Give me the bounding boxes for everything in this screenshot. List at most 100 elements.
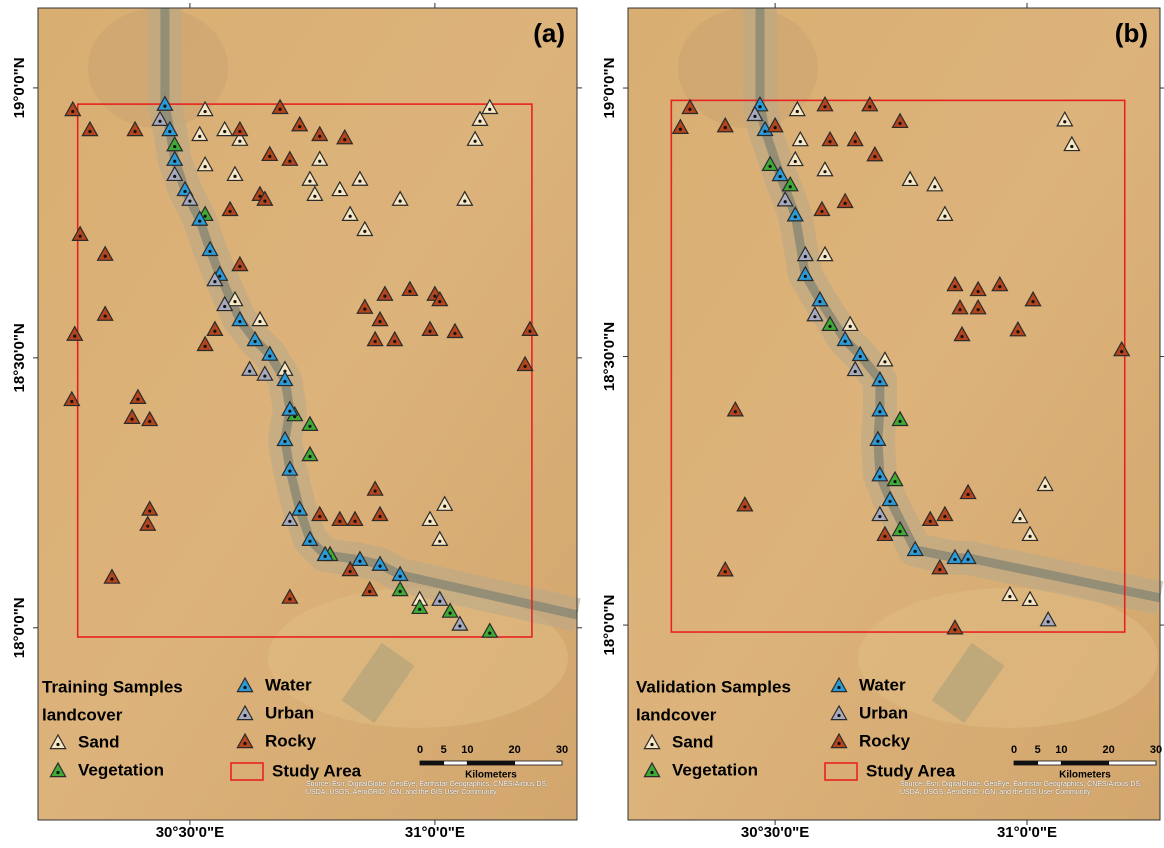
sample-marker-dot [823, 170, 827, 174]
farm-fields [341, 642, 415, 724]
sample-marker [123, 408, 141, 424]
sample-marker-dot [523, 364, 527, 368]
sample-marker-dot [313, 194, 317, 198]
sample-marker [796, 265, 814, 282]
sample-marker-dot [363, 307, 367, 311]
sample-marker-dot [338, 519, 342, 523]
sample-marker [861, 95, 879, 112]
sample-marker [821, 130, 839, 147]
sample-marker-dot [358, 179, 362, 183]
sample-marker-dot [818, 300, 822, 304]
sample-marker-dot [198, 219, 202, 223]
sample-marker-dot [233, 174, 237, 178]
panel-label: (a) [533, 18, 565, 48]
scale-bar-label: 5 [1035, 744, 1041, 756]
sample-marker-dot [258, 194, 262, 198]
sample-marker [281, 400, 299, 416]
sample-marker [181, 190, 199, 206]
sample-marker-dot [238, 139, 242, 143]
sample-marker-dot [883, 534, 887, 538]
sample-marker-dot [73, 334, 77, 338]
sample-marker-dot [278, 107, 282, 111]
sample-marker-dot [173, 174, 177, 178]
panel-label: (b) [1115, 18, 1148, 48]
sample-marker [876, 525, 894, 542]
sample-marker [813, 200, 831, 217]
scale-bar-segment [1013, 760, 1039, 766]
sample-marker-dot [458, 624, 462, 628]
legend-label: Urban [859, 703, 908, 722]
sample-marker [176, 180, 194, 197]
sample-marker [139, 515, 157, 531]
sample-marker-dot [843, 201, 847, 205]
sample-marker [421, 320, 439, 336]
legend-title: Training Samples [42, 677, 183, 696]
sample-marker [901, 170, 919, 187]
sample-marker [281, 510, 299, 527]
sample-marker [306, 185, 324, 202]
scale-bar-segment [443, 760, 468, 766]
sample-marker-dot [473, 139, 477, 143]
legend-label: Urban [265, 703, 314, 722]
sample-marker-dot [378, 564, 382, 568]
legend-label: Sand [78, 732, 120, 751]
sample-marker [431, 530, 449, 546]
source-box: Source: Esri, DigitalGlobe, GeoEye, Eart… [900, 781, 1142, 796]
sample-marker-dot [248, 369, 252, 373]
sample-marker-dot [843, 339, 847, 343]
sample-marker [746, 105, 764, 122]
sample-marker-dot [1046, 620, 1050, 624]
legend-subtitle: landcover [636, 705, 717, 724]
sample-marker-dot [338, 189, 342, 194]
sample-marker-dot [368, 589, 372, 594]
sample-marker [271, 98, 289, 115]
sample-marker [351, 170, 369, 186]
sample-marker [891, 112, 909, 129]
map-frame [627, 7, 1161, 821]
sample-marker-dot [428, 519, 432, 523]
sample-marker [141, 410, 159, 427]
scale-bar-label: 20 [1103, 744, 1115, 756]
sample-marker [881, 490, 899, 507]
sample-marker [521, 320, 539, 336]
sample-marker [766, 116, 784, 133]
sample-marker [196, 155, 214, 172]
sample-marker [401, 280, 419, 297]
legend-swatch-dot [56, 770, 60, 775]
sample-marker [871, 465, 889, 482]
sample-marker-dot [898, 419, 902, 424]
sample-marker [216, 295, 234, 312]
legend-label: Water [859, 675, 906, 694]
sample-marker-dot [348, 569, 352, 574]
sample-marker-dot [893, 479, 897, 484]
sample-marker [201, 240, 219, 257]
sample-marker [926, 175, 944, 192]
sample-marker [516, 355, 534, 372]
sample-marker-dot [378, 514, 382, 519]
sample-marker-dot [858, 354, 862, 359]
scale-bar-label: 0 [1011, 744, 1017, 756]
sample-marker [281, 588, 299, 604]
sample-marker [1009, 320, 1027, 337]
sample-marker-dot [208, 249, 212, 253]
x-tick-label: 30°30'0"E [741, 824, 809, 841]
sample-marker-dot [678, 127, 682, 131]
sample-marker [471, 110, 489, 126]
legend-swatch-dot [650, 770, 654, 775]
sample-marker-dot [898, 121, 902, 125]
sample-marker-dot [110, 577, 114, 581]
sample-marker [276, 370, 294, 387]
sample-marker-dot [213, 329, 217, 333]
sample-marker-dot [233, 299, 237, 304]
sample-marker [226, 290, 244, 307]
sample-marker [936, 205, 954, 221]
scale-bar-segment [1060, 760, 1110, 766]
sample-marker-dot [933, 185, 937, 189]
sample-marker [1056, 111, 1074, 127]
sample-marker-dot [71, 109, 75, 114]
sample-marker-dot [308, 539, 312, 543]
legend-swatch [824, 762, 858, 781]
sample-marker-dot [238, 264, 242, 269]
sample-marker [331, 180, 349, 197]
sample-marker [1021, 525, 1039, 542]
